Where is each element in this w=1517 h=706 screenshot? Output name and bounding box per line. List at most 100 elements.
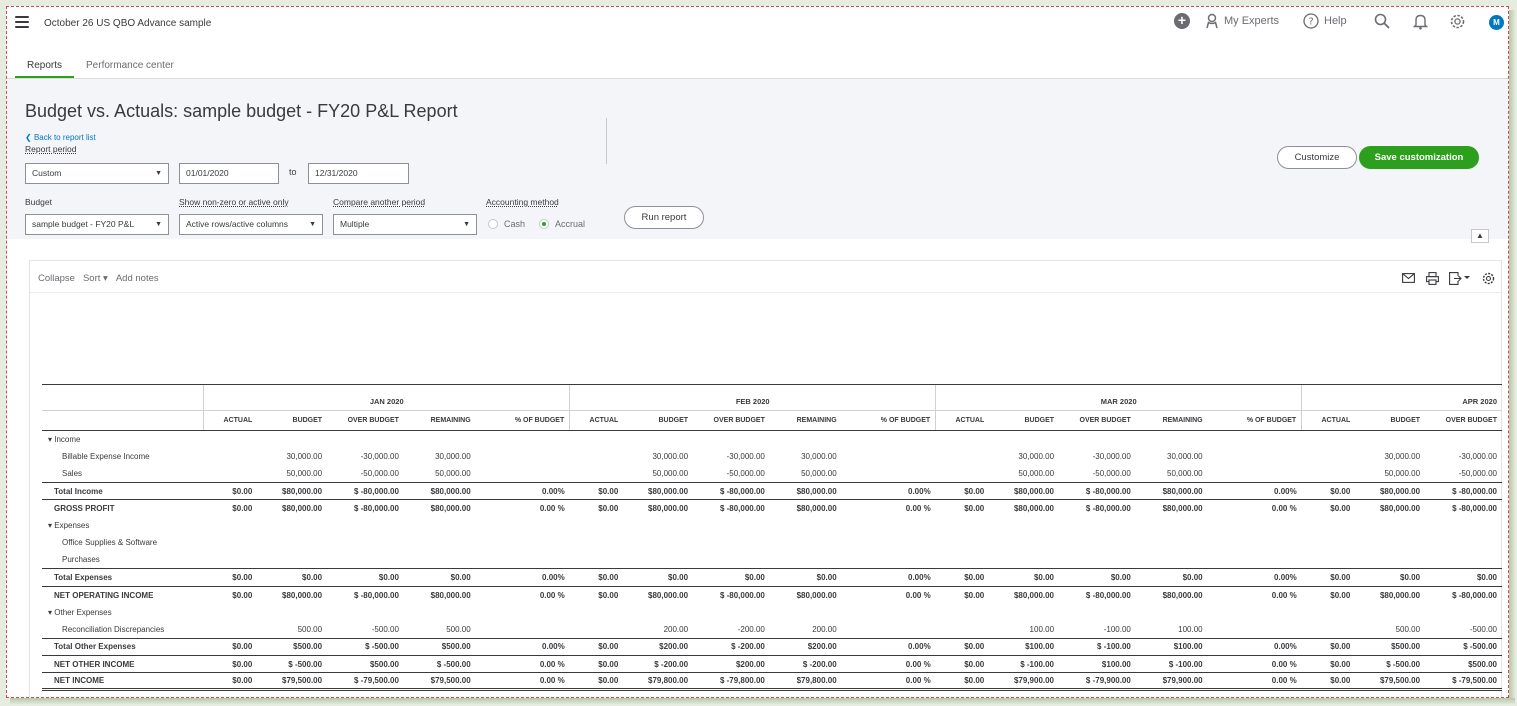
table-cell: $0.00 bbox=[569, 499, 624, 517]
add-notes-button[interactable]: Add notes bbox=[115, 273, 159, 284]
table-cell bbox=[204, 603, 258, 620]
collapse-button[interactable]: Collapse bbox=[38, 273, 75, 284]
column-header: ACTUAL bbox=[935, 410, 990, 431]
report-panel: Collapse Sort ▾ Add notes JAN 2020 bbox=[29, 260, 1502, 697]
table-cell: 500.00 bbox=[446, 624, 471, 634]
cash-radio[interactable]: Cash bbox=[488, 219, 525, 229]
table-cell: 200.00 bbox=[812, 624, 837, 634]
search-icon bbox=[1374, 13, 1390, 29]
table-cell: $0.00 bbox=[203, 637, 258, 656]
table-cell bbox=[842, 552, 936, 569]
row-label[interactable]: ▾ Other Expenses bbox=[42, 603, 204, 620]
compare-period-label: Compare another period bbox=[333, 197, 426, 207]
month-header: JAN 2020 bbox=[203, 384, 570, 411]
table-cell: $0.00 bbox=[989, 568, 1060, 587]
notifications-button[interactable] bbox=[1413, 13, 1428, 30]
table-cell: $ -500.00 bbox=[403, 654, 476, 673]
table-row: NET INCOME $0.00 $79,500.00 $ -79,500.00 $79… bbox=[42, 672, 1502, 692]
table-cell: 0.00 % bbox=[475, 499, 570, 517]
table-cell bbox=[770, 552, 842, 569]
help-button[interactable]: ? Help bbox=[1303, 13, 1347, 29]
email-icon[interactable] bbox=[1401, 271, 1415, 285]
table-cell: $0.00 bbox=[1301, 654, 1356, 673]
table-cell bbox=[936, 534, 990, 551]
accrual-radio[interactable]: Accrual bbox=[539, 219, 585, 229]
tab-reports[interactable]: Reports bbox=[15, 57, 75, 79]
table-cell: $100.00 bbox=[1135, 637, 1208, 656]
table-cell: $0.00 bbox=[569, 637, 624, 656]
settings-button[interactable] bbox=[1449, 13, 1466, 30]
month-header-row: JAN 2020 FEB 2020 MAR 2020 APR 2020 bbox=[42, 384, 1502, 411]
budget-select[interactable]: sample budget - FY20 P&L ▼ bbox=[25, 214, 169, 235]
column-header: ACTUAL bbox=[1301, 410, 1356, 431]
table-cell bbox=[1208, 552, 1302, 569]
compare-period-select[interactable]: Multiple ▼ bbox=[333, 214, 477, 235]
tab-performance-center[interactable]: Performance center bbox=[86, 60, 174, 71]
table-cell: $200.00 bbox=[769, 637, 842, 656]
date-from-input[interactable]: 01/01/2020 bbox=[179, 163, 279, 184]
table-cell bbox=[1355, 603, 1425, 620]
table-cell: $0.00 bbox=[1355, 568, 1426, 587]
row-label-text: Sales bbox=[62, 468, 83, 478]
table-cell: $0.00 bbox=[203, 672, 258, 692]
tab-bar: Reports Performance center bbox=[15, 57, 186, 79]
table-cell: $0.00 bbox=[935, 585, 990, 604]
row-label[interactable]: ▾ Expenses bbox=[42, 517, 204, 534]
print-icon[interactable] bbox=[1425, 271, 1439, 285]
table-cell bbox=[327, 517, 404, 534]
table-cell bbox=[936, 621, 990, 638]
run-report-button[interactable]: Run report bbox=[624, 206, 704, 229]
table-cell bbox=[842, 603, 936, 620]
table-cell: $0.00 bbox=[327, 568, 404, 587]
table-cell: $80,000.00 bbox=[989, 499, 1060, 517]
gear-icon[interactable] bbox=[1481, 271, 1495, 285]
hamburger-menu-icon[interactable] bbox=[15, 16, 29, 28]
date-to-input[interactable]: 12/31/2020 bbox=[308, 163, 409, 184]
table-cell bbox=[989, 517, 1059, 534]
table-cell: $ -200.00 bbox=[623, 654, 694, 673]
row-label: Billable Expense Income bbox=[42, 448, 204, 465]
export-icon[interactable] bbox=[1449, 271, 1471, 285]
my-experts-button[interactable]: My Experts bbox=[1205, 13, 1279, 29]
report-period-label: Report period bbox=[25, 144, 77, 154]
create-button[interactable]: + bbox=[1174, 13, 1190, 29]
table-cell bbox=[1302, 621, 1356, 638]
table-cell: $ -500.00 bbox=[327, 637, 404, 656]
column-header: REMAINING bbox=[1135, 410, 1208, 431]
row-label-text: NET OPERATING INCOME bbox=[54, 590, 154, 600]
row-label[interactable]: ▾ Income bbox=[42, 431, 204, 448]
month-header: APR 2020 bbox=[1301, 384, 1502, 411]
table-cell bbox=[1208, 448, 1302, 465]
table-cell: $0.00 bbox=[769, 568, 842, 587]
table-cell bbox=[476, 431, 570, 448]
table-cell bbox=[404, 552, 476, 569]
user-avatar[interactable]: M bbox=[1489, 15, 1504, 30]
back-to-report-list-link[interactable]: ❮ Back to report list bbox=[25, 133, 96, 142]
search-button[interactable] bbox=[1374, 13, 1390, 29]
report-actions bbox=[1401, 271, 1495, 285]
table-cell: -30,000.00 bbox=[360, 451, 399, 461]
nonzero-select[interactable]: Active rows/active columns ▼ bbox=[179, 214, 323, 235]
table-cell bbox=[1059, 603, 1136, 620]
table-cell: 0.00% bbox=[475, 568, 570, 587]
report-period-value: Custom bbox=[32, 168, 62, 178]
table-cell: 0.00 % bbox=[475, 585, 570, 604]
table-cell bbox=[842, 517, 936, 534]
sort-button[interactable]: Sort ▾ bbox=[83, 273, 108, 284]
report-period-select[interactable]: Custom ▼ bbox=[25, 163, 169, 184]
table-cell: 500.00 bbox=[297, 624, 323, 634]
customize-button[interactable]: Customize bbox=[1277, 146, 1357, 169]
column-header: ACTUAL bbox=[203, 410, 258, 431]
table-cell: 30,000.00 bbox=[435, 451, 471, 461]
collapse-header-button[interactable]: ▲ bbox=[1471, 229, 1489, 243]
avatar-initial: M bbox=[1489, 15, 1504, 30]
table-cell bbox=[936, 431, 990, 448]
table-cell: $0.00 bbox=[203, 585, 258, 604]
table-cell: 50,000.00 bbox=[286, 468, 323, 478]
table-row: Office Supplies & Software bbox=[42, 534, 1502, 551]
save-customization-button[interactable]: Save customization bbox=[1359, 146, 1479, 169]
table-cell: $ -80,000.00 bbox=[1425, 585, 1502, 604]
table-cell: 30,000.00 bbox=[652, 451, 689, 461]
table-cell: -200.00 bbox=[737, 624, 765, 634]
report-header: Budget vs. Actuals: sample budget - FY20… bbox=[7, 79, 1508, 239]
